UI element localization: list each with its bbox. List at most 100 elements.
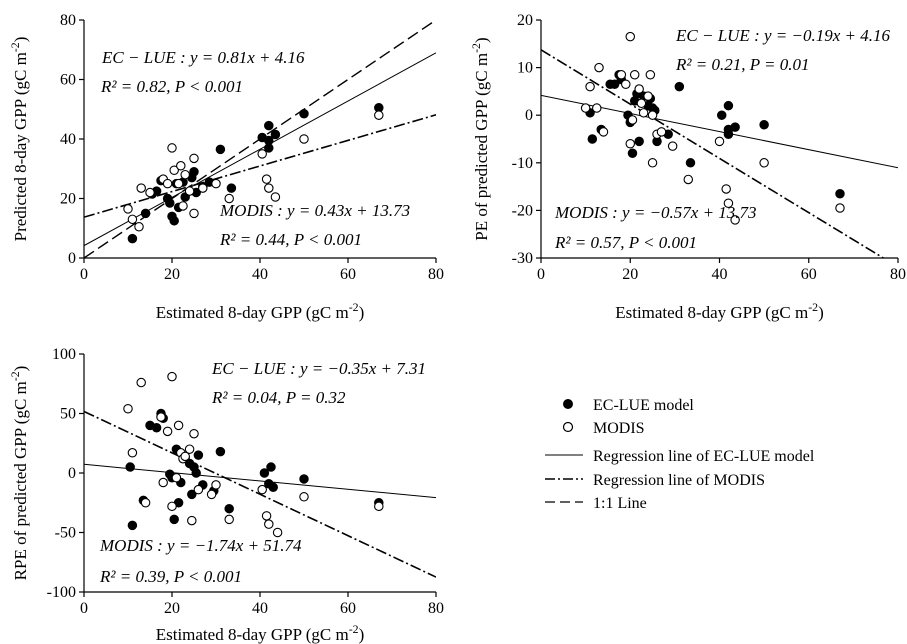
y-axis-label: RPE of predicted GPP (gC m-2)	[8, 366, 30, 581]
legend-label-modis-regression: Regression line of MODIS	[593, 472, 765, 489]
point-modis	[270, 192, 281, 202]
x-tick-label: 40	[252, 266, 268, 283]
point-modis	[592, 103, 602, 113]
panel-predicted-gpp: 0 20 40 60 80 0 20 40 60 80 Estimated 8-day GPP (g…	[8, 12, 444, 322]
y-tick-label: 80	[60, 12, 76, 29]
annotation-stats: R² = 0.44, P < 0.001	[219, 230, 362, 249]
point-modis	[723, 198, 734, 209]
point-eclue	[759, 119, 769, 130]
x-tick-label: 20	[164, 600, 180, 617]
point-modis	[173, 420, 184, 431]
point-eclue	[169, 216, 179, 226]
point-modis	[656, 127, 667, 137]
point-eclue	[264, 135, 274, 146]
y-tick-label: -100	[47, 584, 76, 601]
point-modis	[167, 143, 177, 153]
point-modis	[158, 477, 168, 488]
point-modis	[136, 377, 146, 388]
legend-marker-modis	[562, 421, 574, 433]
point-eclue	[299, 474, 309, 484]
y-tick-label: -50	[55, 525, 76, 542]
y-tick-label: 50	[60, 406, 76, 423]
annotation-stats: R² = 0.39, P < 0.001	[99, 567, 242, 586]
line-ec-lue	[84, 463, 436, 499]
point-modis	[171, 473, 182, 483]
point-modis	[616, 69, 627, 80]
panel-pe-predicted-gpp: 0 20 40 60 80 20 10 0 -10 -20 -30 Estimated 8-day G…	[469, 12, 906, 322]
point-modis	[173, 178, 184, 189]
point-modis	[580, 103, 591, 113]
point-eclue	[716, 110, 727, 120]
point-modis	[264, 183, 274, 193]
point-eclue	[609, 79, 620, 90]
panel-rpe-predicted-gpp: 0 20 40 60 80 100 50 0 -50 -100 Estimated 8-day GP…	[8, 346, 444, 644]
y-tick-label: -20	[512, 202, 533, 219]
x-axis-label: Estimated 8-day GPP (gC m-2)	[156, 622, 365, 644]
annotation-equation: MODIS : y = 0.43x + 13.73	[219, 201, 410, 220]
line-modis	[84, 114, 436, 218]
point-modis	[261, 511, 272, 521]
x-tick-label: 0	[537, 266, 545, 283]
point-eclue	[127, 520, 138, 531]
point-eclue	[215, 446, 226, 457]
annotation-stats: R² = 0.57, P < 0.001	[554, 233, 697, 252]
y-tick-label: 40	[60, 131, 76, 148]
point-modis	[634, 84, 644, 94]
point-modis	[730, 215, 740, 225]
point-eclue	[264, 120, 274, 131]
point-modis	[374, 501, 384, 512]
x-tick-label: 40	[252, 600, 268, 617]
point-modis	[178, 201, 188, 211]
x-tick-label: 80	[428, 600, 444, 617]
point-modis	[127, 214, 138, 225]
legend: EC-LUE model MODIS Regression line of EC…	[545, 397, 815, 512]
point-eclue	[587, 134, 598, 144]
point-modis	[189, 428, 199, 439]
point-modis	[629, 69, 640, 80]
point-eclue	[125, 462, 135, 472]
point-eclue	[270, 129, 281, 140]
x-tick-label: 60	[340, 266, 356, 283]
point-modis	[835, 203, 845, 213]
point-modis	[184, 444, 195, 454]
point-modis	[647, 110, 658, 120]
y-tick-label: 20	[60, 191, 76, 208]
point-modis	[176, 161, 186, 171]
x-tick-label: 60	[340, 600, 356, 617]
point-modis	[645, 69, 656, 80]
annotation-stats: R² = 0.21, P = 0.01	[675, 55, 810, 74]
annotation-equation: MODIS : y = −1.74x + 51.74	[99, 536, 302, 555]
point-eclue	[299, 108, 309, 119]
x-tick-label: 0	[80, 266, 88, 283]
point-modis	[180, 451, 190, 462]
point-modis	[625, 139, 635, 149]
point-eclue	[140, 208, 151, 219]
point-modis	[123, 403, 133, 414]
point-modis	[206, 489, 217, 500]
y-tick-label: 0	[68, 250, 76, 267]
y-axis-label: Predicted 8-day GPP (gC m-2)	[8, 37, 30, 242]
point-eclue	[723, 100, 734, 111]
annotation-equation: MODIS : y = −0.57x + 13.73	[554, 203, 757, 222]
point-modis	[647, 158, 658, 168]
point-eclue	[215, 144, 226, 155]
point-modis	[224, 193, 234, 204]
point-modis	[145, 187, 155, 198]
point-eclue	[224, 503, 234, 514]
point-modis	[374, 110, 384, 120]
x-axis-label: Estimated 8-day GPP (gC m-2)	[615, 300, 824, 322]
point-modis	[156, 412, 166, 422]
point-modis	[193, 484, 204, 495]
point-modis	[638, 108, 649, 118]
y-tick-label: -30	[512, 250, 533, 267]
annotation-equation: EC − LUE : y = −0.19x + 4.16	[675, 26, 890, 45]
point-modis	[636, 98, 647, 109]
point-eclue	[259, 468, 270, 478]
point-eclue	[268, 482, 278, 493]
annotation-stats: R² = 0.04, P = 0.32	[211, 388, 346, 407]
point-modis	[162, 178, 173, 189]
point-modis	[136, 183, 146, 193]
point-eclue	[165, 198, 175, 208]
point-modis	[211, 178, 221, 189]
line-modis	[84, 410, 436, 578]
